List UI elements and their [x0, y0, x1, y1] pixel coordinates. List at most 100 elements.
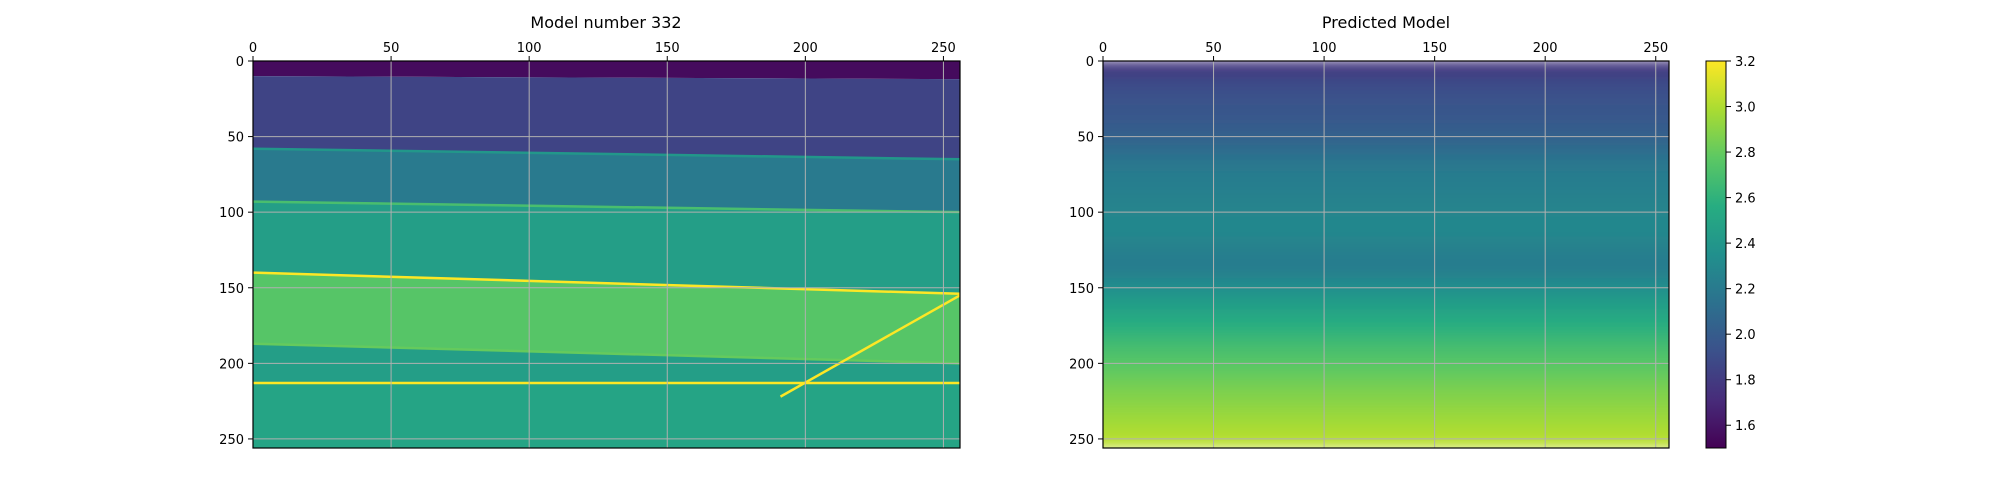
colorbar-tick-label: 2.0 — [1735, 328, 1756, 343]
predicted-band — [1103, 387, 1669, 392]
model-layer — [253, 148, 960, 213]
predicted-band — [1103, 414, 1669, 419]
model-y-tick-label: 200 — [219, 357, 244, 372]
predicted-band — [1103, 229, 1669, 234]
predicted-band — [1103, 130, 1669, 135]
predicted-x-ticks: 0 50 100 150 200 250 — [1099, 41, 1668, 61]
predicted-y-tick-label: 200 — [1069, 357, 1094, 372]
predicted-band — [1103, 341, 1669, 346]
predicted-band — [1103, 127, 1669, 132]
predicted-band — [1103, 172, 1669, 177]
model-interface-line — [253, 200, 960, 214]
predicted-band — [1103, 163, 1669, 168]
predicted-band — [1103, 154, 1669, 159]
colorbar-tick-label: 2.8 — [1735, 146, 1756, 161]
predicted-band — [1103, 317, 1669, 322]
predicted-band — [1103, 151, 1669, 156]
predicted-band — [1103, 238, 1669, 243]
model-layer — [253, 61, 960, 80]
predicted-band — [1103, 232, 1669, 237]
predicted-band — [1103, 190, 1669, 195]
predicted-band — [1103, 157, 1669, 162]
predicted-band — [1103, 120, 1669, 125]
colorbar-tick-label: 3.2 — [1735, 55, 1756, 70]
predicted-band — [1103, 405, 1669, 410]
predicted-band — [1103, 353, 1669, 358]
predicted-band — [1103, 263, 1669, 268]
predicted-band — [1103, 133, 1669, 138]
predicted-band — [1103, 123, 1669, 129]
model-interface-line — [253, 342, 960, 365]
model-interface-line — [779, 294, 960, 398]
predicted-band — [1103, 323, 1669, 328]
predicted-band — [1103, 272, 1669, 277]
predicted-band — [1103, 93, 1669, 98]
predicted-band — [1103, 356, 1669, 361]
predicted-band — [1103, 402, 1669, 407]
predicted-band — [1103, 359, 1669, 364]
predicted-band — [1103, 429, 1669, 434]
predicted-band — [1103, 136, 1669, 141]
model-layer — [253, 76, 960, 160]
colorbar-tick-label: 2.4 — [1735, 237, 1756, 252]
predicted-band — [1103, 308, 1669, 313]
colorbar-tick-label: 2.2 — [1735, 283, 1756, 298]
predicted-band — [1103, 63, 1669, 68]
colorbar-tick-label: 2.6 — [1735, 192, 1756, 207]
predicted-band — [1103, 145, 1669, 150]
predicted-band — [1103, 175, 1669, 180]
predicted-y-tick-label: 250 — [1069, 433, 1094, 448]
predicted-x-tick-label: 50 — [1205, 41, 1222, 56]
predicted-band — [1103, 257, 1669, 262]
predicted-band — [1103, 390, 1669, 395]
predicted-band — [1103, 75, 1669, 80]
predicted-band — [1103, 299, 1669, 304]
predicted-band — [1103, 142, 1669, 147]
colorbar-ticks: 1.6 1.8 2.0 2.2 2.4 2.6 2.8 3.0 3.2 — [1726, 55, 1756, 434]
predicted-band — [1103, 169, 1669, 174]
predicted-band — [1103, 235, 1669, 240]
predicted-band — [1103, 278, 1669, 283]
predicted-band — [1103, 444, 1669, 448]
predicted-band — [1103, 244, 1669, 249]
predicted-band — [1103, 380, 1669, 386]
predicted-band — [1103, 205, 1669, 210]
model-x-tick-label: 100 — [517, 41, 542, 56]
panel-predicted-title: Predicted Model — [1322, 13, 1450, 32]
predicted-y-ticks: 0 50 100 150 200 250 — [1069, 55, 1103, 448]
model-x-tick-label: 50 — [383, 41, 400, 56]
predicted-band — [1103, 187, 1669, 192]
predicted-band — [1103, 160, 1669, 165]
panel-model-title: Model number 332 — [530, 13, 681, 32]
model-x-tick-label: 0 — [249, 41, 257, 56]
predicted-band — [1103, 374, 1669, 379]
predicted-heatmap — [1103, 61, 1669, 448]
predicted-band — [1103, 281, 1669, 286]
panel-predicted: Predicted Model 0 50 100 150 200 250 0 50 100 15… — [1069, 13, 1670, 449]
predicted-x-tick-label: 100 — [1312, 41, 1337, 56]
predicted-band — [1103, 335, 1669, 340]
model-x-tick-label: 150 — [655, 41, 680, 56]
predicted-band — [1103, 302, 1669, 307]
predicted-band — [1103, 66, 1669, 71]
predicted-band — [1103, 90, 1669, 95]
predicted-y-tick-label: 100 — [1069, 206, 1094, 221]
model-interface-line — [253, 147, 960, 161]
predicted-band — [1103, 217, 1669, 222]
model-layer — [253, 382, 960, 448]
colorbar-gradient — [1705, 60, 1727, 449]
predicted-band — [1103, 432, 1669, 437]
predicted-band — [1103, 347, 1669, 352]
predicted-band — [1103, 329, 1669, 334]
predicted-band — [1103, 368, 1669, 373]
predicted-band — [1103, 338, 1669, 343]
colorbar: 1.6 1.8 2.0 2.2 2.4 2.6 2.8 3.0 3.2 — [1705, 55, 1756, 449]
predicted-band — [1103, 193, 1669, 198]
model-y-tick-label: 50 — [227, 131, 244, 146]
predicted-band — [1103, 114, 1669, 119]
predicted-y-tick-label: 150 — [1069, 282, 1094, 297]
model-y-tick-label: 250 — [219, 433, 244, 448]
predicted-band — [1103, 396, 1669, 401]
predicted-band — [1103, 202, 1669, 207]
